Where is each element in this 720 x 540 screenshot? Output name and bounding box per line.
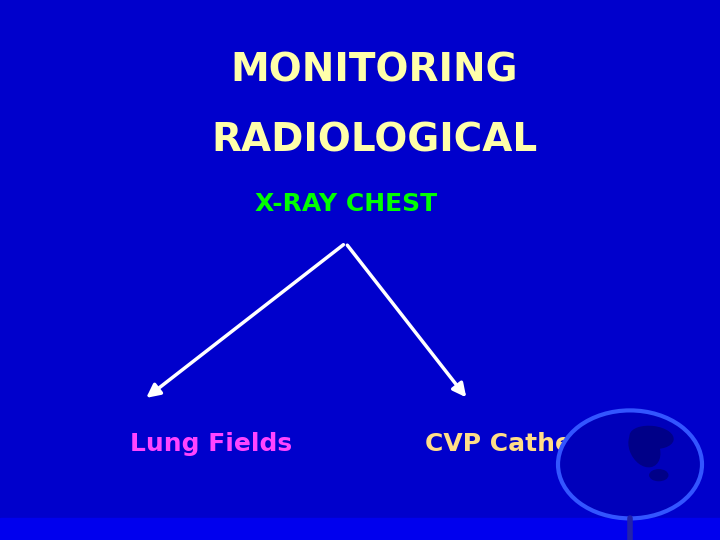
Ellipse shape xyxy=(630,427,673,448)
Bar xyxy=(0,518,720,540)
Circle shape xyxy=(558,410,702,518)
Text: X-RAY CHEST: X-RAY CHEST xyxy=(255,192,436,216)
Ellipse shape xyxy=(650,470,668,481)
Text: CVP Catheter: CVP Catheter xyxy=(425,432,613,456)
Ellipse shape xyxy=(629,430,660,467)
Text: Lung Fields: Lung Fields xyxy=(130,432,292,456)
Text: MONITORING: MONITORING xyxy=(230,51,518,89)
Text: RADIOLOGICAL: RADIOLOGICAL xyxy=(211,122,538,159)
